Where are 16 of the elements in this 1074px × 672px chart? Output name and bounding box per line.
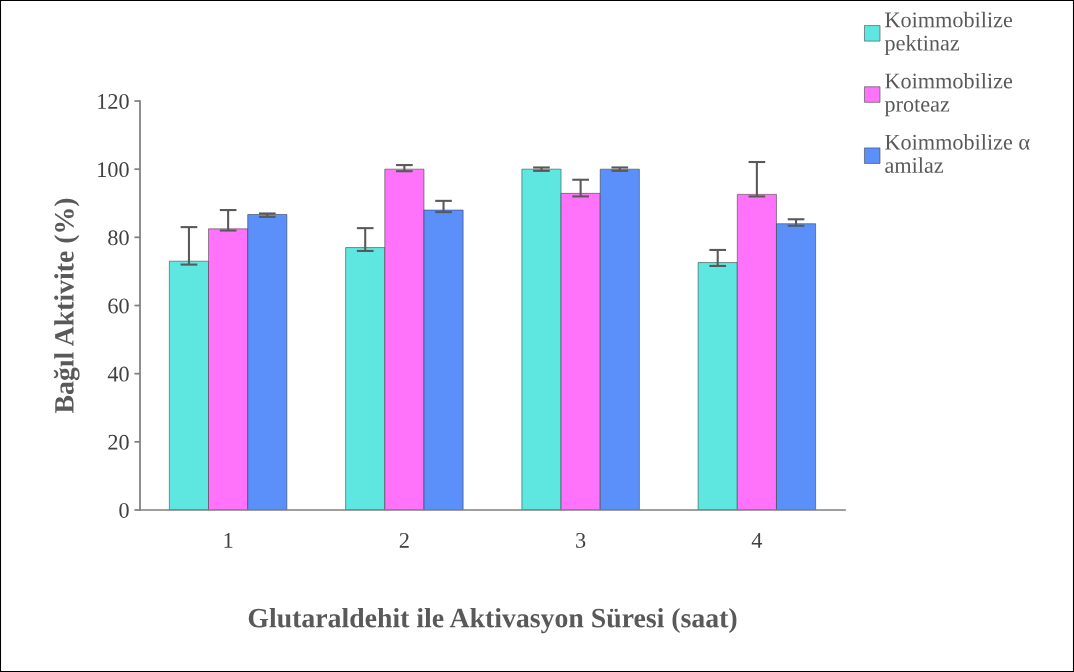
x-tick-label: 3 xyxy=(576,532,586,548)
legend-label: Koimmobilize pektinaz xyxy=(884,11,1013,56)
y-tick-label: 60 xyxy=(108,298,129,314)
x-tick-label: 1 xyxy=(224,532,233,548)
y-tick-label: 20 xyxy=(108,434,129,450)
x-axis-title: Glutaraldehit ile Aktivasyon Süresi (saat) xyxy=(248,607,737,634)
y-tick-label: 0 xyxy=(119,502,129,518)
y-axis-title: Bağıl Aktivite (%) xyxy=(53,198,80,414)
y-tick-label: 40 xyxy=(107,366,129,382)
legend-label: Koimmobilize α amilaz xyxy=(885,134,1030,173)
y-tick-label: 100 xyxy=(98,162,129,178)
y-tick-label: 80 xyxy=(108,230,129,246)
legend-label: Koimmobilize proteaz xyxy=(884,72,1013,117)
x-tick-label: 2 xyxy=(399,532,409,548)
y-tick-label: 120 xyxy=(98,93,129,109)
x-tick-label: 4 xyxy=(751,533,763,548)
